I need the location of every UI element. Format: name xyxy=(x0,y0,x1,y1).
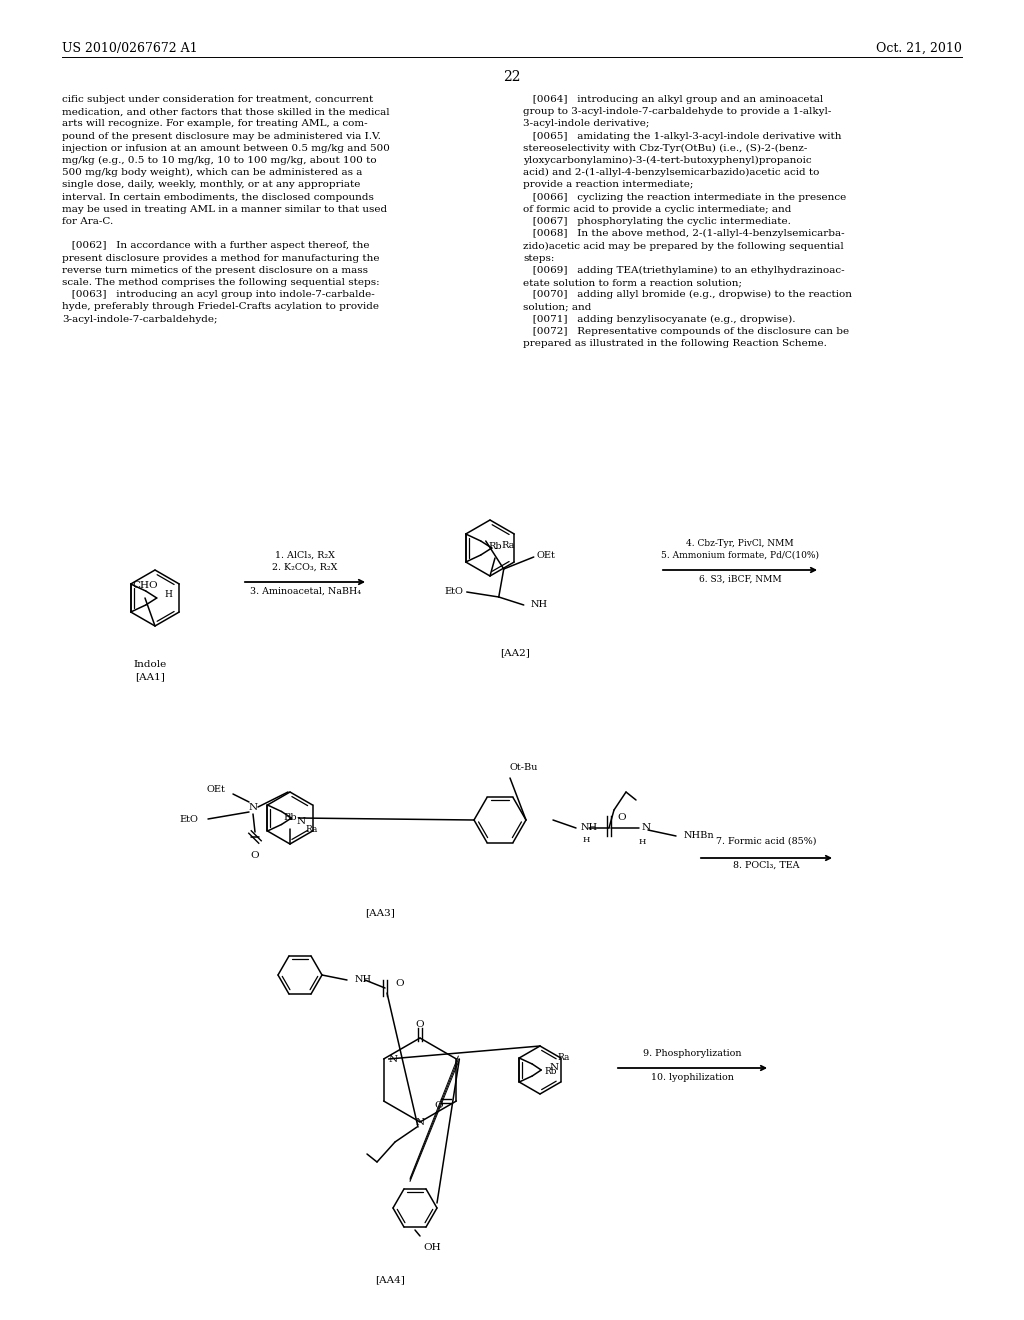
Text: US 2010/0267672 A1: US 2010/0267672 A1 xyxy=(62,42,198,55)
Text: H: H xyxy=(583,836,590,843)
Text: [0063]   introducing an acyl group into indole-7-carbalde-: [0063] introducing an acyl group into in… xyxy=(62,290,375,300)
Text: [0072]   Representative compounds of the disclosure can be: [0072] Representative compounds of the d… xyxy=(523,327,849,335)
Text: 500 mg/kg body weight), which can be administered as a: 500 mg/kg body weight), which can be adm… xyxy=(62,168,362,177)
Text: yloxycarbonylamino)-3-(4-tert-butoxyphenyl)propanoic: yloxycarbonylamino)-3-(4-tert-butoxyphen… xyxy=(523,156,812,165)
Text: N: N xyxy=(642,824,651,833)
Text: Rb: Rb xyxy=(544,1068,557,1077)
Text: zido)acetic acid may be prepared by the following sequential: zido)acetic acid may be prepared by the … xyxy=(523,242,844,251)
Text: 10. lyophilization: 10. lyophilization xyxy=(651,1073,734,1082)
Text: provide a reaction intermediate;: provide a reaction intermediate; xyxy=(523,181,693,189)
Text: NH: NH xyxy=(530,601,548,610)
Text: 7. Formic acid (85%): 7. Formic acid (85%) xyxy=(716,837,817,846)
Text: medication, and other factors that those skilled in the medical: medication, and other factors that those… xyxy=(62,107,389,116)
Text: steps:: steps: xyxy=(523,253,554,263)
Text: 6. S3, iBCF, NMM: 6. S3, iBCF, NMM xyxy=(698,576,781,583)
Text: [AA3]: [AA3] xyxy=(366,908,395,917)
Text: mg/kg (e.g., 0.5 to 10 mg/kg, 10 to 100 mg/kg, about 100 to: mg/kg (e.g., 0.5 to 10 mg/kg, 10 to 100 … xyxy=(62,156,377,165)
Text: single dose, daily, weekly, monthly, or at any appropriate: single dose, daily, weekly, monthly, or … xyxy=(62,181,360,189)
Text: [0070]   adding allyl bromide (e.g., dropwise) to the reaction: [0070] adding allyl bromide (e.g., dropw… xyxy=(523,290,852,300)
Text: OEt: OEt xyxy=(206,784,225,793)
Text: interval. In certain embodiments, the disclosed compounds: interval. In certain embodiments, the di… xyxy=(62,193,374,202)
Text: Rb: Rb xyxy=(488,543,502,550)
Text: [AA4]: [AA4] xyxy=(375,1275,404,1284)
Text: H: H xyxy=(638,838,646,846)
Text: Ra: Ra xyxy=(557,1053,569,1063)
Text: O: O xyxy=(416,1020,424,1030)
Text: NH: NH xyxy=(581,824,598,833)
Text: 1. AlCl₃, R₂X: 1. AlCl₃, R₂X xyxy=(275,550,335,560)
Text: O: O xyxy=(434,1101,442,1110)
Text: cific subject under consideration for treatment, concurrent: cific subject under consideration for tr… xyxy=(62,95,374,104)
Text: may be used in treating AML in a manner similar to that used: may be used in treating AML in a manner … xyxy=(62,205,387,214)
Text: injection or infusion at an amount between 0.5 mg/kg and 500: injection or infusion at an amount betwe… xyxy=(62,144,390,153)
Text: pound of the present disclosure may be administered via I.V.: pound of the present disclosure may be a… xyxy=(62,132,381,141)
Text: OEt: OEt xyxy=(537,550,556,560)
Text: Ot-Bu: Ot-Bu xyxy=(510,763,539,772)
Text: [AA2]: [AA2] xyxy=(500,648,530,657)
Text: EtO: EtO xyxy=(444,587,464,597)
Text: O: O xyxy=(251,851,259,861)
Text: [0069]   adding TEA(triethylamine) to an ethylhydrazinoac-: [0069] adding TEA(triethylamine) to an e… xyxy=(523,265,845,275)
Text: Rb: Rb xyxy=(284,813,297,822)
Text: [0064]   introducing an alkyl group and an aminoacetal: [0064] introducing an alkyl group and an… xyxy=(523,95,823,104)
Text: stereoselectivity with Cbz-Tyr(OtBu) (i.e., (S)-2-(benz-: stereoselectivity with Cbz-Tyr(OtBu) (i.… xyxy=(523,144,807,153)
Text: acid) and 2-(1-allyl-4-benzylsemicarbazido)acetic acid to: acid) and 2-(1-allyl-4-benzylsemicarbazi… xyxy=(523,168,819,177)
Text: 3. Aminoacetal, NaBH₄: 3. Aminoacetal, NaBH₄ xyxy=(250,587,360,597)
Text: [0068]   In the above method, 2-(1-allyl-4-benzylsemicarba-: [0068] In the above method, 2-(1-allyl-4… xyxy=(523,230,845,239)
Text: Indole: Indole xyxy=(133,660,167,669)
Text: NHBn: NHBn xyxy=(684,832,715,841)
Text: group to 3-acyl-indole-7-carbaldehyde to provide a 1-alkyl-: group to 3-acyl-indole-7-carbaldehyde to… xyxy=(523,107,831,116)
Text: O: O xyxy=(617,813,626,822)
Text: 3-acyl-indole-7-carbaldehyde;: 3-acyl-indole-7-carbaldehyde; xyxy=(62,314,217,323)
Text: 22: 22 xyxy=(503,70,521,84)
Text: present disclosure provides a method for manufacturing the: present disclosure provides a method for… xyxy=(62,253,380,263)
Text: Oct. 21, 2010: Oct. 21, 2010 xyxy=(877,42,962,55)
Text: 8. POCl₃, TEA: 8. POCl₃, TEA xyxy=(733,861,800,870)
Text: 2. K₂CO₃, R₂X: 2. K₂CO₃, R₂X xyxy=(272,564,338,572)
Text: 3-acyl-indole derivative;: 3-acyl-indole derivative; xyxy=(523,119,649,128)
Text: hyde, preferably through Friedel-Crafts acylation to provide: hyde, preferably through Friedel-Crafts … xyxy=(62,302,379,312)
Text: N: N xyxy=(297,817,305,825)
Text: prepared as illustrated in the following Reaction Scheme.: prepared as illustrated in the following… xyxy=(523,339,826,348)
Text: H: H xyxy=(165,590,173,599)
Text: N: N xyxy=(389,1055,397,1064)
Text: Ra: Ra xyxy=(502,541,515,550)
Text: 5. Ammonium formate, Pd/C(10%): 5. Ammonium formate, Pd/C(10%) xyxy=(662,550,819,560)
Text: 9. Phosphorylization: 9. Phosphorylization xyxy=(643,1049,741,1059)
Text: OH: OH xyxy=(423,1243,440,1251)
Text: of formic acid to provide a cyclic intermediate; and: of formic acid to provide a cyclic inter… xyxy=(523,205,792,214)
Text: N: N xyxy=(549,1063,558,1072)
Text: [0067]   phosphorylating the cyclic intermediate.: [0067] phosphorylating the cyclic interm… xyxy=(523,216,791,226)
Text: reverse turn mimetics of the present disclosure on a mass: reverse turn mimetics of the present dis… xyxy=(62,265,368,275)
Text: N: N xyxy=(416,1118,425,1127)
Text: CHO: CHO xyxy=(132,581,158,590)
Text: NH: NH xyxy=(355,975,372,985)
Text: [AA1]: [AA1] xyxy=(135,672,165,681)
Text: O: O xyxy=(395,978,403,987)
Text: [0065]   amidating the 1-alkyl-3-acyl-indole derivative with: [0065] amidating the 1-alkyl-3-acyl-indo… xyxy=(523,132,842,141)
Text: [0062]   In accordance with a further aspect thereof, the: [0062] In accordance with a further aspe… xyxy=(62,242,370,251)
Text: arts will recognize. For example, for treating AML, a com-: arts will recognize. For example, for tr… xyxy=(62,119,368,128)
Text: scale. The method comprises the following sequential steps:: scale. The method comprises the followin… xyxy=(62,279,380,286)
Text: solution; and: solution; and xyxy=(523,302,592,312)
Text: for Ara-C.: for Ara-C. xyxy=(62,216,114,226)
Text: 4. Cbz-Tyr, PivCl, NMM: 4. Cbz-Tyr, PivCl, NMM xyxy=(686,539,794,548)
Text: Ra: Ra xyxy=(305,825,317,834)
Text: etate solution to form a reaction solution;: etate solution to form a reaction soluti… xyxy=(523,279,742,286)
Text: [0066]   cyclizing the reaction intermediate in the presence: [0066] cyclizing the reaction intermedia… xyxy=(523,193,846,202)
Text: N: N xyxy=(249,803,258,812)
Text: EtO: EtO xyxy=(179,814,198,824)
Text: [0071]   adding benzylisocyanate (e.g., dropwise).: [0071] adding benzylisocyanate (e.g., dr… xyxy=(523,314,796,323)
